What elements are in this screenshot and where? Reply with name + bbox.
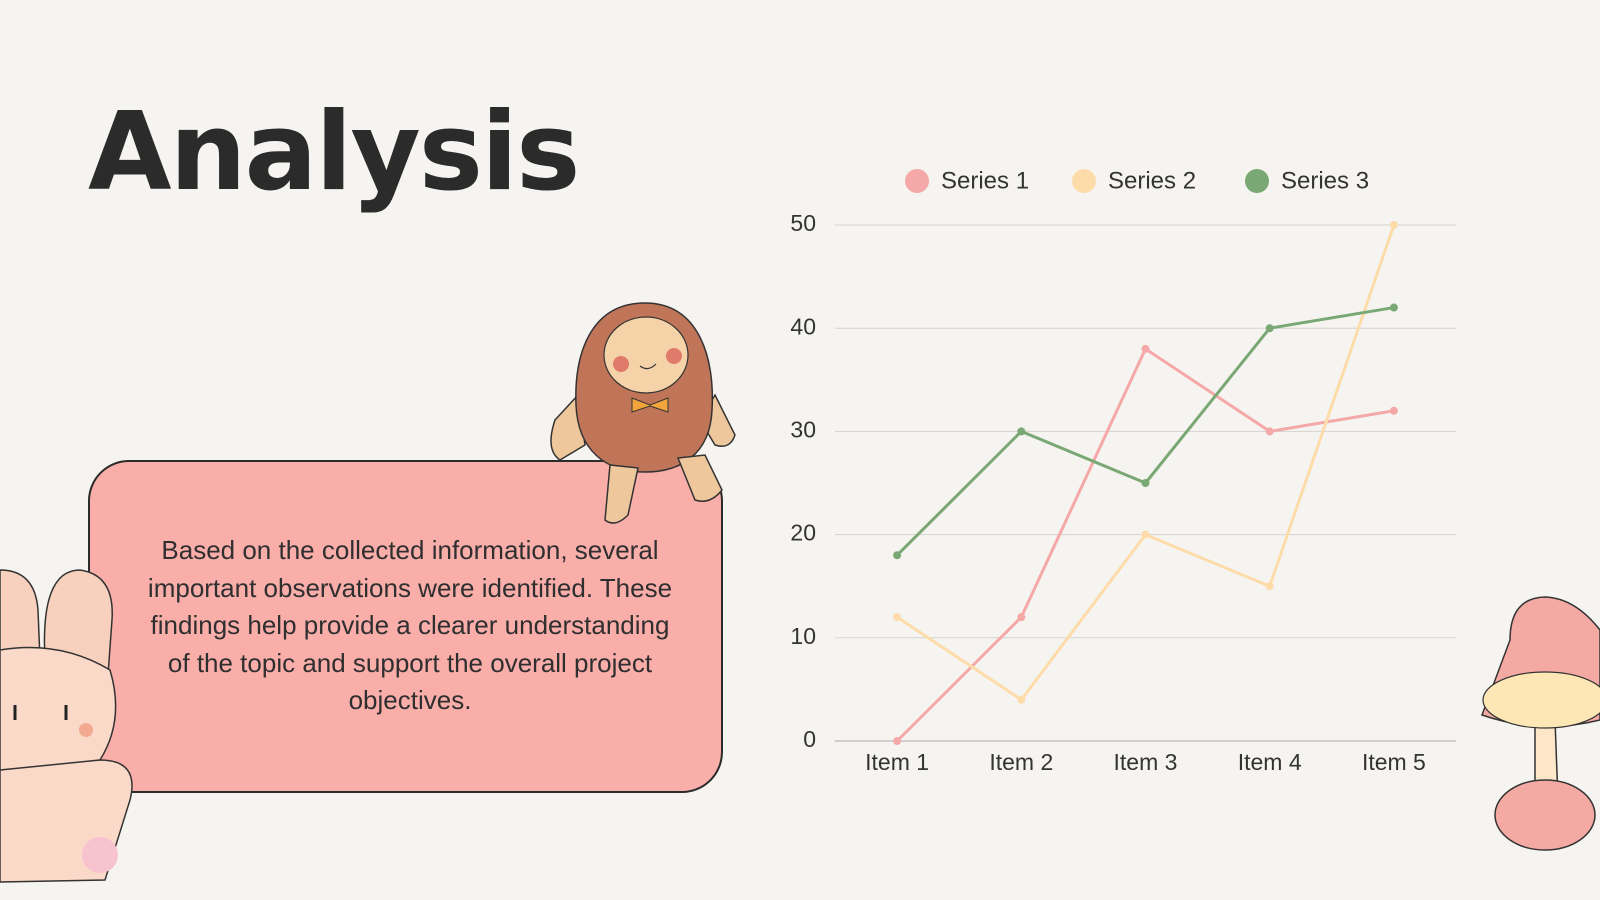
y-tick-label: 50 <box>790 210 816 236</box>
y-tick-label: 30 <box>790 416 816 442</box>
legend-label: Series 2 <box>1108 167 1196 194</box>
x-tick-label: Item 3 <box>1114 749 1178 775</box>
x-tick-label: Item 2 <box>989 749 1053 775</box>
slide-title: Analysis <box>88 90 580 215</box>
data-point <box>1017 613 1026 622</box>
series-line <box>896 347 1395 743</box>
legend-swatch <box>1245 169 1269 193</box>
x-tick-label: Item 1 <box>865 749 929 775</box>
series-line <box>896 224 1396 702</box>
data-point <box>1389 221 1398 229</box>
data-point <box>893 737 902 745</box>
data-point <box>893 551 902 560</box>
doll-illustration <box>550 302 736 524</box>
lamp-illustration <box>1481 596 1600 851</box>
data-point <box>1141 344 1150 353</box>
body-text: Based on the collected information, seve… <box>147 535 673 715</box>
data-point <box>1017 695 1026 704</box>
data-point <box>1265 324 1274 333</box>
y-tick-label: 10 <box>790 623 816 649</box>
x-tick-label: Item 5 <box>1362 749 1426 775</box>
legend-swatch <box>905 169 929 193</box>
data-point <box>1265 427 1274 436</box>
bunny-illustration <box>0 569 133 883</box>
y-tick-label: 40 <box>790 313 816 339</box>
data-point <box>1141 479 1150 487</box>
y-tick-label: 0 <box>803 726 816 752</box>
y-tick-label: 20 <box>790 520 816 546</box>
x-tick-label: Item 4 <box>1238 749 1302 775</box>
data-point <box>1389 303 1398 312</box>
legend-label: Series 3 <box>1281 167 1369 194</box>
data-point <box>1141 530 1150 539</box>
data-point <box>1017 427 1026 436</box>
legend-label: Series 1 <box>941 167 1029 194</box>
data-point <box>1389 406 1398 415</box>
legend-swatch <box>1072 169 1096 193</box>
data-point <box>893 613 902 622</box>
data-point <box>1265 582 1274 591</box>
